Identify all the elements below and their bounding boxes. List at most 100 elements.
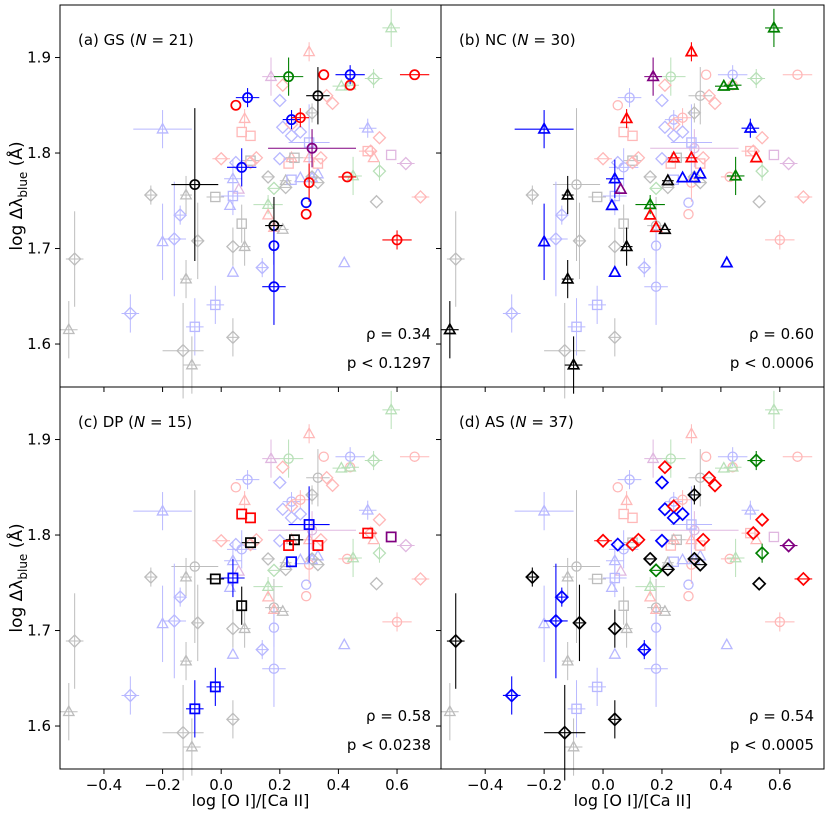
faded-data-point <box>675 125 690 139</box>
marker <box>214 533 229 548</box>
faded-data-point <box>190 584 205 662</box>
marker <box>567 740 580 752</box>
data-point <box>648 563 664 578</box>
marker <box>232 564 246 576</box>
data-point <box>286 556 297 568</box>
marker <box>627 512 638 524</box>
marker <box>267 563 281 578</box>
data-point <box>643 207 657 220</box>
marker <box>385 149 397 161</box>
marker <box>608 171 622 184</box>
faded-data-point <box>179 557 193 597</box>
marker <box>261 208 275 220</box>
faded-data-point <box>411 190 430 204</box>
data-point <box>235 88 260 108</box>
data-point <box>206 667 225 706</box>
data-point <box>754 512 770 527</box>
faded-data-point <box>133 110 192 149</box>
faded-data-point <box>700 69 712 80</box>
faded-data-point <box>752 194 767 209</box>
faded-data-point <box>60 301 78 359</box>
faded-data-point <box>554 205 569 225</box>
faded-data-point <box>627 512 638 524</box>
faded-data-point <box>232 564 246 576</box>
data-point <box>619 109 634 129</box>
faded-data-point <box>156 203 169 281</box>
faded-data-point <box>206 191 225 203</box>
marker <box>676 552 689 565</box>
marker <box>561 271 575 284</box>
marker <box>572 233 587 248</box>
marker <box>729 551 742 563</box>
marker <box>369 194 384 209</box>
panel-d-frame <box>440 386 825 770</box>
marker <box>384 402 398 415</box>
data-point <box>649 220 663 233</box>
data-point <box>236 586 248 625</box>
marker <box>744 503 757 515</box>
marker <box>249 150 264 165</box>
marker <box>209 681 221 693</box>
data-point <box>537 203 551 281</box>
marker <box>695 472 706 483</box>
marker <box>238 239 251 252</box>
faded-data-point <box>372 130 387 145</box>
marker <box>591 191 603 203</box>
faded-data-point <box>262 630 286 707</box>
marker <box>223 198 237 211</box>
faded-data-point <box>603 558 627 598</box>
data-point <box>749 150 763 163</box>
faded-data-point <box>372 161 387 181</box>
faded-data-point <box>620 491 633 511</box>
faded-data-point <box>618 126 629 138</box>
faded-data-point <box>335 447 365 467</box>
marker <box>689 525 700 536</box>
marker <box>283 453 294 464</box>
faded-data-point <box>65 211 84 307</box>
marker <box>683 579 694 590</box>
data-point <box>654 533 670 548</box>
marker <box>275 460 290 475</box>
marker <box>443 322 457 335</box>
faded-data-point <box>243 155 258 170</box>
data-point <box>318 69 330 81</box>
faded-data-point <box>206 285 225 324</box>
highlighted-points-layer <box>171 8 813 781</box>
data-point <box>765 8 783 48</box>
marker <box>372 512 387 527</box>
faded-data-point <box>226 647 240 659</box>
data-point <box>306 67 330 125</box>
faded-data-point <box>644 248 668 325</box>
marker <box>295 494 306 505</box>
marker <box>272 151 287 166</box>
marker <box>649 181 663 196</box>
marker <box>618 600 629 611</box>
marker <box>179 654 193 666</box>
marker <box>648 563 664 578</box>
marker <box>668 556 679 568</box>
marker <box>708 96 722 111</box>
faded-data-point <box>285 152 304 164</box>
marker <box>687 487 702 503</box>
marker <box>687 170 702 183</box>
marker <box>448 633 463 649</box>
marker <box>610 537 625 552</box>
marker <box>337 255 351 268</box>
marker <box>745 527 756 539</box>
marker <box>612 482 624 493</box>
x-tick-label: 0.0 <box>591 776 615 794</box>
marker <box>683 590 694 602</box>
marker <box>675 125 690 139</box>
data-point <box>605 159 624 198</box>
marker <box>264 451 278 464</box>
marker <box>366 71 381 86</box>
data-point <box>446 593 465 689</box>
data-point <box>241 537 260 549</box>
data-point <box>236 508 248 520</box>
marker <box>751 576 767 591</box>
faded-data-point <box>300 579 312 590</box>
y-tick-label: 1.9 <box>27 431 51 449</box>
faded-data-point <box>173 587 188 607</box>
faded-data-point <box>183 718 201 776</box>
faded-data-point <box>664 492 683 512</box>
